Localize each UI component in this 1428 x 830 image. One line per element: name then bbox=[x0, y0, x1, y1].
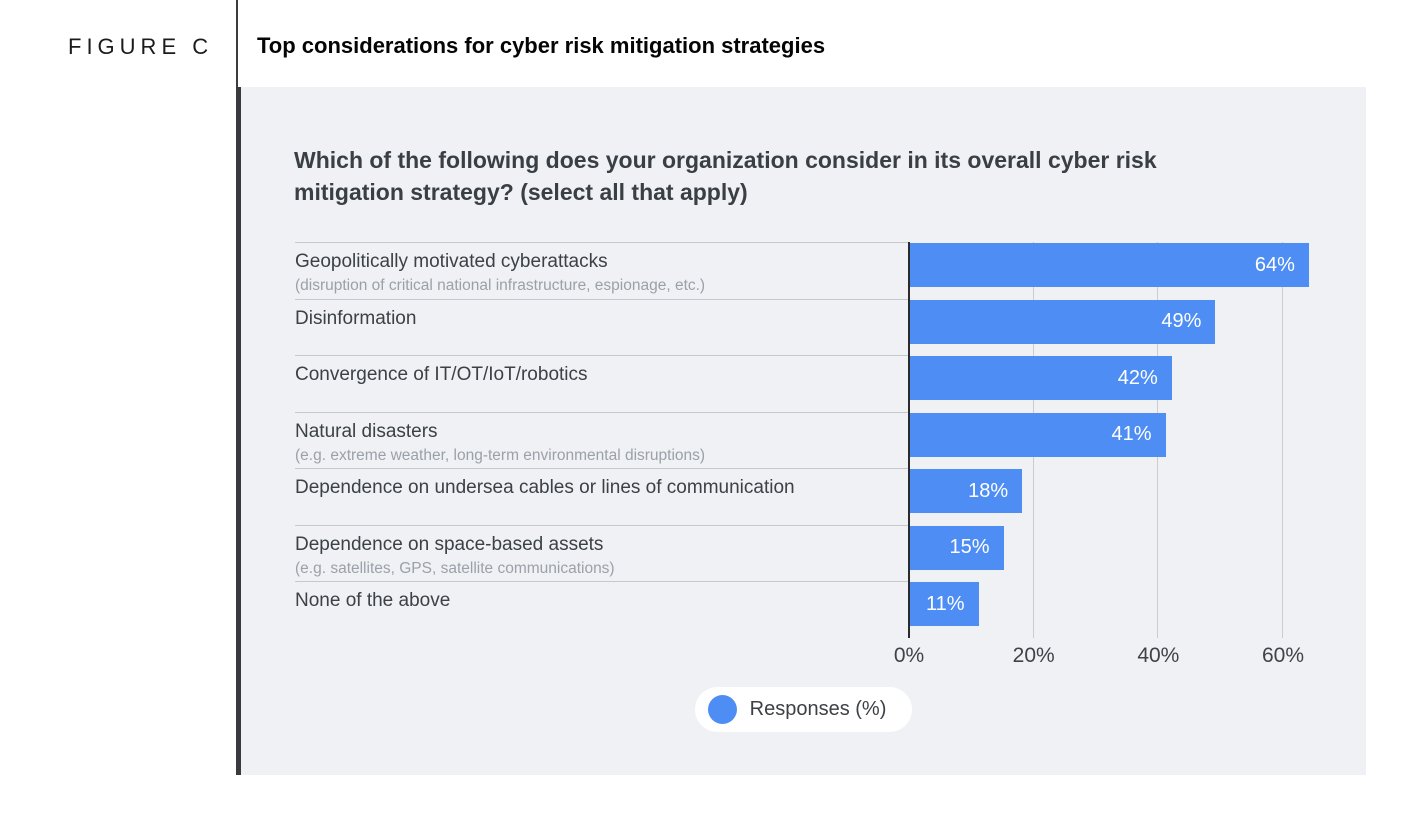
bar: 64% bbox=[910, 243, 1309, 287]
bar-value-label: 42% bbox=[1117, 366, 1158, 389]
header-divider bbox=[236, 0, 238, 87]
category-label-cell: Natural disasters (e.g. extreme weather,… bbox=[295, 411, 908, 469]
chart-panel: Which of the following does your organiz… bbox=[241, 87, 1366, 775]
legend: Responses (%) bbox=[694, 687, 913, 732]
bar-value-label: 64% bbox=[1254, 253, 1295, 276]
bar-value-label: 49% bbox=[1161, 310, 1202, 333]
category-sublabel: (disruption of critical national infrast… bbox=[295, 277, 706, 294]
chart-row: Disinformation 49% bbox=[295, 298, 1320, 356]
bar-cell: 11% bbox=[908, 581, 1320, 638]
chart-row: Convergence of IT/OT/IoT/robotics 42% bbox=[295, 355, 1320, 412]
bar: 11% bbox=[910, 582, 979, 627]
category-label: Dependence on undersea cables or lines o… bbox=[295, 477, 795, 499]
bar-value-label: 18% bbox=[968, 479, 1009, 502]
x-tick-label: 0% bbox=[893, 644, 925, 667]
category-label: Dependence on space-based assets bbox=[295, 533, 604, 555]
legend-container: Responses (%) bbox=[241, 687, 1366, 732]
chart-row: Dependence on space-based assets (e.g. s… bbox=[295, 524, 1320, 582]
bar: 41% bbox=[910, 412, 1166, 457]
category-label: Geopolitically motivated cyberattacks bbox=[295, 251, 608, 272]
legend-dot-icon bbox=[707, 695, 737, 724]
y-axis-baseline bbox=[908, 242, 910, 638]
bar-cell: 18% bbox=[908, 468, 1320, 525]
chart-row: Geopolitically motivated cyberattacks (d… bbox=[295, 242, 1320, 299]
category-label: None of the above bbox=[295, 590, 451, 612]
gridline-60 bbox=[1282, 242, 1283, 638]
category-label: Convergence of IT/OT/IoT/robotics bbox=[295, 364, 588, 386]
legend-label: Responses (%) bbox=[749, 698, 887, 720]
chart-row: Natural disasters (e.g. extreme weather,… bbox=[295, 411, 1320, 469]
category-label-cell: Dependence on undersea cables or lines o… bbox=[295, 468, 908, 525]
bar-cell: 41% bbox=[908, 412, 1320, 469]
category-label: Natural disasters bbox=[295, 420, 438, 442]
category-label-cell: None of the above bbox=[295, 581, 908, 638]
bar-cell: 15% bbox=[908, 525, 1320, 582]
bar: 18% bbox=[910, 469, 1023, 514]
chart-row: None of the above 11% bbox=[295, 581, 1320, 638]
figure-title: Top considerations for cyber risk mitiga… bbox=[257, 33, 826, 58]
bar-cell: 42% bbox=[908, 355, 1320, 412]
chart-row: Dependence on undersea cables or lines o… bbox=[295, 468, 1320, 525]
bar: 15% bbox=[910, 525, 1004, 570]
bar-cell: 64% bbox=[908, 242, 1320, 299]
category-sublabel: (e.g. satellites, GPS, satellite communi… bbox=[295, 559, 615, 577]
x-axis: 0% 20% 40% 60% bbox=[295, 644, 1320, 670]
chart-plot-area: Geopolitically motivated cyberattacks (d… bbox=[295, 242, 1320, 638]
x-tick-label: 40% bbox=[1137, 644, 1180, 667]
figure-label: FIGURE C bbox=[68, 34, 214, 59]
bar: 42% bbox=[910, 356, 1172, 401]
bar-value-label: 15% bbox=[949, 536, 990, 559]
bar-value-label: 11% bbox=[926, 592, 965, 615]
category-label: Disinformation bbox=[295, 307, 417, 329]
bar: 49% bbox=[910, 299, 1216, 344]
category-label-cell: Dependence on space-based assets (e.g. s… bbox=[295, 524, 908, 582]
category-label-cell: Convergence of IT/OT/IoT/robotics bbox=[295, 355, 908, 412]
x-tick-label: 20% bbox=[1012, 644, 1055, 667]
x-tick-label: 60% bbox=[1261, 644, 1305, 667]
category-label-cell: Geopolitically motivated cyberattacks (d… bbox=[295, 242, 908, 299]
chart-rows: Geopolitically motivated cyberattacks (d… bbox=[295, 242, 1320, 638]
bar-value-label: 41% bbox=[1111, 423, 1152, 446]
category-label-cell: Disinformation bbox=[295, 298, 908, 356]
panel-accent-bar bbox=[236, 87, 241, 775]
category-sublabel: (e.g. extreme weather, long-term environ… bbox=[295, 446, 706, 464]
chart-question: Which of the following does your organiz… bbox=[294, 147, 1157, 205]
bar-cell: 49% bbox=[908, 299, 1320, 356]
